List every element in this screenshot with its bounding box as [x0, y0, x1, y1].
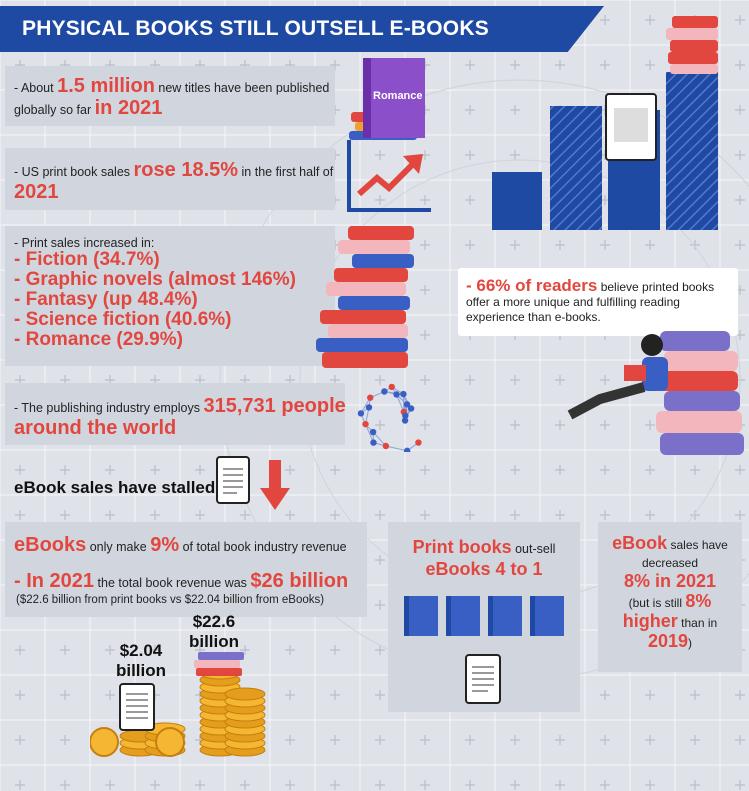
genre-item: - Fantasy (up 48.4%) — [14, 289, 198, 310]
decrease-higher: 8% higher — [622, 591, 712, 631]
fact-employment-tail: around the world — [14, 417, 177, 439]
book-stack-illustration — [316, 226, 414, 368]
revenue-mid-one: only make — [89, 540, 147, 554]
fact-panel-genres — [5, 226, 335, 366]
print-books-ratio: eBooks 4 to 1 — [425, 559, 543, 579]
header-banner — [0, 6, 604, 52]
revenue-mid-two: of total book industry revenue — [182, 540, 347, 554]
romance-book-label: Romance — [373, 90, 423, 102]
fact-titles-pre: - About — [14, 81, 54, 95]
fact-titles-highlight: 1.5 million — [57, 75, 155, 97]
print-books-text: Print books out-sell eBooks 4 to 1 — [390, 537, 578, 581]
fact-panel-titles — [5, 66, 335, 126]
genre-item: - Graphic novels (almost 146%) — [14, 269, 296, 290]
revenue-ebooks-highlight: eBooks — [14, 534, 87, 556]
network-globe-icon — [357, 383, 422, 452]
readers-body: believe printed books offer a more uniqu… — [466, 280, 715, 324]
page-title: PHYSICAL BOOKS STILL OUTSELL E-BOOKS — [22, 17, 489, 40]
fact-panel-employment — [5, 383, 345, 445]
revenue-panel — [5, 522, 367, 617]
genre-item: - Science fiction (40.6%) — [14, 309, 232, 330]
fact-panel-sales — [5, 148, 335, 210]
single-tablet-icon — [465, 654, 501, 704]
genre-item: - Romance (29.9%) — [14, 329, 183, 350]
fact-titles-mid: new titles have been published globally … — [14, 81, 330, 117]
bar-chart-illustration — [492, 16, 718, 230]
decrease-year: 2019 — [647, 631, 689, 651]
revenue-percent: 9% — [150, 534, 180, 556]
tablet-icon — [216, 456, 250, 504]
fact-genres-intro: - Print sales increased in: — [14, 236, 155, 250]
decrease-ebook-word: eBook — [612, 533, 668, 553]
decrease-mid-two: (but is still — [628, 596, 682, 610]
revenue-year: - In 2021 — [14, 570, 95, 592]
revenue-mid-three: the total book revenue was — [97, 576, 247, 590]
coin-label-small: $2.04 billion — [115, 641, 167, 680]
coin-label-big: $22.6 billion — [188, 612, 240, 651]
revenue-line-one: eBooks only make 9% of total book indust… — [14, 534, 347, 558]
decrease-mid-three: than in — [681, 616, 718, 630]
fact-employment-highlight: 315,731 people — [203, 395, 346, 417]
print-books-mid: out-sell — [515, 542, 556, 556]
fact-titles-year: in 2021 — [94, 97, 163, 119]
fact-sales-highlight: rose 18.5% — [133, 159, 239, 181]
decrease-percent: 8% in 2021 — [623, 571, 717, 591]
down-arrow-icon — [260, 460, 290, 510]
revenue-total: $26 billion — [250, 570, 349, 592]
revenue-breakdown: ($22.6 billion from print books vs $22.0… — [16, 594, 325, 606]
reader-illustration — [567, 331, 744, 455]
fact-sales-mid: in the first half of — [241, 165, 334, 179]
fact-employment-pre: - The publishing industry employs — [14, 401, 200, 415]
romance-book-illustration — [349, 58, 425, 140]
fact-sales-pre: - US print book sales — [14, 165, 131, 179]
readers-text: - 66% of readers believe printed books o… — [466, 276, 734, 325]
print-books-row-illustration — [404, 596, 564, 636]
coin-stacks-illustration — [90, 652, 266, 757]
fact-titles-text: - About 1.5 million new titles have been… — [14, 76, 339, 120]
ebook-decrease-text: eBook sales have decreased 8% in 2021 (b… — [602, 534, 738, 652]
fact-sales-text: - US print book sales rose 18.5% in the … — [14, 160, 339, 204]
readers-callout — [458, 268, 738, 336]
decrease-tail: ) — [688, 636, 693, 650]
print-books-highlight: Print books — [412, 537, 512, 557]
genre-list: - Fiction (34.7%) - Graphic novels (almo… — [14, 250, 296, 350]
genre-item: - Fiction (34.7%) — [14, 249, 160, 270]
trend-arrow-icon — [347, 140, 431, 212]
decrease-mid-one: sales have decreased — [641, 538, 728, 570]
readers-highlight: - 66% of readers — [466, 276, 598, 295]
ebook-section-title: eBook sales have stalled — [14, 478, 216, 497]
fact-sales-year: 2021 — [14, 181, 59, 203]
fact-employment-text: - The publishing industry employs 315,73… — [14, 396, 349, 440]
ebook-decrease-panel — [598, 522, 742, 672]
revenue-line-two: - In 2021 the total book revenue was $26… — [14, 570, 348, 594]
